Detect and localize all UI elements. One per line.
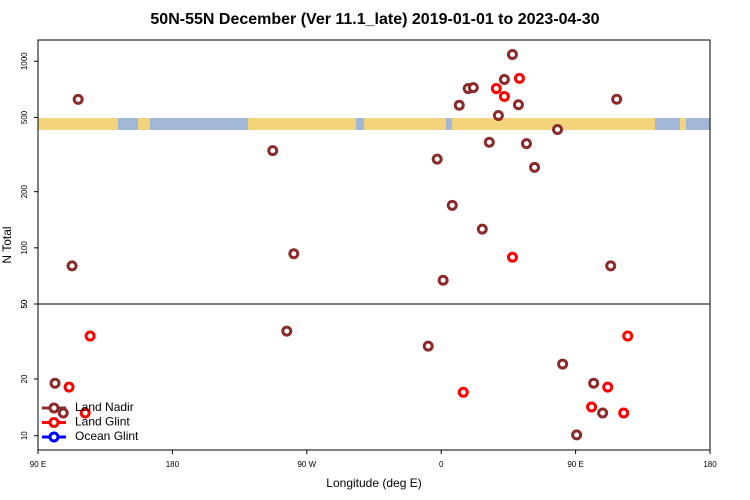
point	[498, 91, 510, 103]
point	[437, 274, 449, 286]
point	[529, 161, 541, 173]
y-tick-label: 20	[20, 374, 29, 383]
x-tick-label: 90 E	[30, 460, 46, 469]
x-tick-label: 180	[166, 460, 180, 469]
point	[512, 99, 524, 111]
point	[586, 401, 598, 413]
point	[618, 407, 630, 419]
point	[457, 386, 469, 398]
point	[476, 223, 488, 235]
point	[431, 153, 443, 165]
y-tick-label: 50	[20, 299, 29, 308]
point	[571, 429, 583, 441]
point	[506, 251, 518, 263]
plot-frame	[37, 39, 711, 451]
y-axis-label: N Total	[0, 226, 14, 263]
point	[453, 99, 465, 111]
x-tick-label: 180	[703, 460, 717, 469]
point	[483, 136, 495, 148]
point	[422, 340, 434, 352]
point	[63, 381, 75, 393]
y-tick-label: 50	[20, 299, 29, 308]
legend-marker	[48, 402, 60, 414]
point	[49, 377, 61, 389]
point	[467, 82, 479, 94]
point	[84, 330, 96, 342]
x-tick-label: 0	[439, 460, 444, 469]
point	[492, 110, 504, 122]
x-axis-label: Longitude (deg E)	[326, 476, 421, 490]
point	[281, 325, 293, 337]
y-tick-label: 500	[20, 110, 29, 124]
y-tick-label: 100	[20, 241, 29, 255]
point	[79, 407, 91, 419]
point	[552, 123, 564, 135]
point	[605, 260, 617, 272]
point	[588, 377, 600, 389]
point	[498, 74, 510, 86]
point	[506, 48, 518, 60]
point	[513, 72, 525, 84]
point	[597, 407, 609, 419]
point	[72, 93, 84, 105]
legend-label: Land Glint	[75, 415, 130, 429]
y-tick-label: 1000	[20, 52, 29, 70]
point	[602, 381, 614, 393]
point	[288, 248, 300, 260]
point	[446, 199, 458, 211]
x-tick-label: 90 W	[297, 460, 316, 469]
point	[490, 83, 502, 95]
x-tick-label: 90 E	[567, 460, 583, 469]
y-tick-label: 10	[20, 431, 29, 440]
point	[267, 145, 279, 157]
land-ocean-strip	[38, 118, 710, 130]
point	[622, 330, 634, 342]
legend-label: Land Nadir	[75, 400, 134, 414]
point	[57, 407, 69, 419]
y-tick-label: 200	[20, 184, 29, 198]
chart-title: 50N-55N December (Ver 11.1_late) 2019-01…	[150, 11, 599, 28]
legend-marker	[48, 417, 60, 428]
point	[611, 93, 623, 105]
legend-marker	[48, 431, 60, 443]
legend-label: Ocean Glint	[75, 429, 139, 443]
point	[557, 358, 569, 370]
point	[520, 138, 532, 150]
point	[66, 260, 78, 272]
